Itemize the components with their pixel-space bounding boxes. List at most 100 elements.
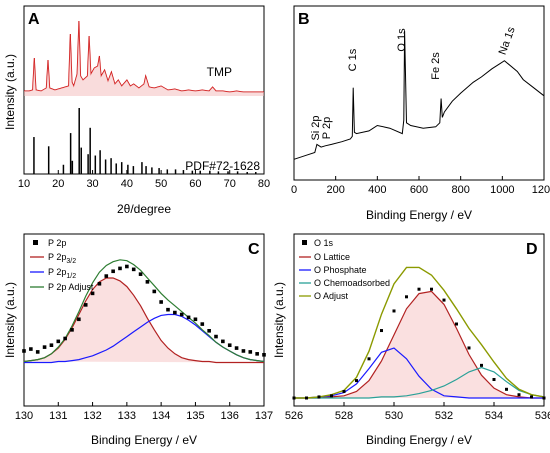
- lattice-fill: [294, 291, 544, 398]
- a-tick-label-1: 20: [52, 178, 64, 190]
- raw-point: [111, 269, 115, 274]
- legend-d-phosphate-label: O Phosphate: [314, 265, 367, 275]
- raw-point: [173, 310, 177, 315]
- panel-d-legend: O 1s O Lattice O Phosphate O Chemoadsorb…: [299, 238, 390, 301]
- panel-c-legend: P 2p P 2p3/2 P 2p1/2 P 2p Adjust: [30, 238, 94, 292]
- c-tick-label-4: 134: [152, 410, 170, 422]
- d-tick-label-3: 532: [435, 410, 453, 422]
- phosphate-line: [294, 347, 544, 399]
- panel-d-ylabel: Intensity (a.u.): [272, 282, 286, 358]
- b-tick-label-2: 400: [368, 184, 386, 196]
- panel-c: 130 131 132 133 134 135 136 137 C P 2p P 2p3/2 …: [3, 233, 273, 447]
- raw-point: [380, 329, 383, 333]
- raw-point: [248, 350, 253, 354]
- a-tick-label-3: 40: [121, 178, 133, 190]
- legend-d-adjust-label: O Adjust: [314, 291, 349, 301]
- b-tick-label-0: 0: [291, 184, 297, 196]
- raw-point: [342, 389, 346, 393]
- raw-point: [430, 287, 433, 291]
- panel-d-xlabel: Binding Energy / eV: [366, 433, 472, 447]
- legend-d-lattice-label: O Lattice: [314, 252, 350, 262]
- raw-point: [392, 309, 396, 313]
- panel-b-fe2s-label: Fe 2s: [430, 52, 442, 80]
- raw-point: [442, 298, 446, 302]
- a-tick-label-2: 30: [86, 178, 98, 190]
- raw-point: [35, 350, 40, 354]
- panel-c-xlabel: Binding Energy / eV: [91, 433, 197, 447]
- raw-point: [221, 339, 225, 344]
- raw-point: [467, 346, 471, 350]
- raw-point: [417, 287, 421, 291]
- raw-point: [56, 339, 61, 344]
- b-tick-label-4: 800: [451, 184, 469, 196]
- chemo-line: [294, 366, 545, 399]
- raw-point: [97, 281, 102, 286]
- raw-point: [104, 274, 109, 278]
- raw-point: [90, 291, 95, 296]
- raw-point: [49, 343, 54, 347]
- raw-point: [207, 329, 211, 333]
- a-tick-label-7: 80: [258, 178, 270, 190]
- legend-c-raw-swatch: [33, 240, 38, 245]
- raw-point: [367, 357, 371, 361]
- panel-b: 020040060080010001200 B C 1s O 1s Fe 2s …: [291, 5, 550, 222]
- a-tick-label-5: 60: [189, 178, 201, 190]
- panel-c-plot: [22, 259, 266, 364]
- panel-a-pdf-label: PDF#72-1628: [185, 159, 260, 173]
- adjust-line: [294, 266, 545, 399]
- panel-b-na1s-label: Na 1s: [497, 25, 518, 57]
- raw-point: [330, 394, 333, 398]
- raw-point: [214, 334, 218, 339]
- c-tick-label-3: 133: [118, 410, 136, 422]
- c-tick-label-6: 136: [221, 410, 239, 422]
- panel-c-x-ticks: 130 131 132 133 134 135 136 137: [15, 402, 273, 422]
- raw-point: [241, 349, 246, 353]
- d-tick-label-5: 536: [535, 410, 550, 422]
- raw-point: [42, 345, 47, 349]
- raw-point: [138, 272, 143, 276]
- raw-point: [255, 352, 259, 356]
- panel-a-frame: [23, 5, 265, 175]
- panel-b-plot: [293, 30, 545, 160]
- raw-point: [29, 347, 33, 351]
- raw-point: [125, 264, 129, 269]
- raw-point: [227, 343, 232, 347]
- c-tick-label-0: 130: [15, 410, 33, 422]
- c-tick-label-5: 135: [186, 410, 204, 422]
- c-tick-label-7: 137: [255, 410, 273, 422]
- legend-c-p12-label: P 2p1/2: [48, 267, 76, 280]
- a-tick-label-0: 10: [18, 178, 30, 190]
- panel-b-x-ticks: 0 200 400 600 800 1000 1200: [291, 176, 550, 196]
- b-tick-label-6: 1200: [532, 184, 550, 196]
- panel-a-ylabel: Intensity (a.u.): [3, 54, 17, 130]
- raw-point: [152, 289, 157, 294]
- raw-point: [179, 312, 184, 317]
- panel-d-plot: [292, 266, 546, 400]
- b-tick-label-1: 200: [326, 184, 344, 196]
- raw-point: [186, 315, 191, 320]
- tmp-line: [24, 20, 264, 93]
- raw-point: [262, 353, 266, 357]
- legend-d-chemo-label: O Chemoadsorbed: [314, 278, 390, 288]
- d-tick-label-4: 534: [485, 410, 503, 422]
- raw-point: [234, 346, 239, 350]
- survey-line: [293, 30, 545, 160]
- p32-fill: [24, 278, 264, 363]
- panel-a: 10 20 30 40 50 60 70 80 A TMP PDF#72-1628 2θ/de…: [3, 5, 270, 216]
- lattice-line: [294, 290, 544, 399]
- panel-a-tmp-label: TMP: [207, 65, 232, 79]
- panel-c-ylabel: Intensity (a.u.): [3, 282, 17, 358]
- b-tick-label-3: 600: [410, 184, 428, 196]
- b-tick-label-5: 1000: [490, 184, 514, 196]
- raw-point: [480, 363, 483, 367]
- legend-d-raw-label: O 1s: [314, 238, 334, 248]
- panel-d: 526 528 530 532 534 536 D O 1s O Lattice O Ph…: [272, 233, 550, 447]
- panel-b-c1s-label: C 1s: [347, 48, 359, 71]
- legend-c-p32-label: P 2p3/2: [48, 252, 76, 265]
- legend-c-adjust-label: P 2p Adjust: [48, 282, 94, 292]
- raw-point: [83, 303, 88, 307]
- raw-point: [530, 395, 533, 399]
- panel-b-xlabel: Binding Energy / eV: [366, 208, 472, 222]
- raw-point: [63, 336, 67, 341]
- panel-b-si2p-label: Si 2p: [310, 115, 322, 140]
